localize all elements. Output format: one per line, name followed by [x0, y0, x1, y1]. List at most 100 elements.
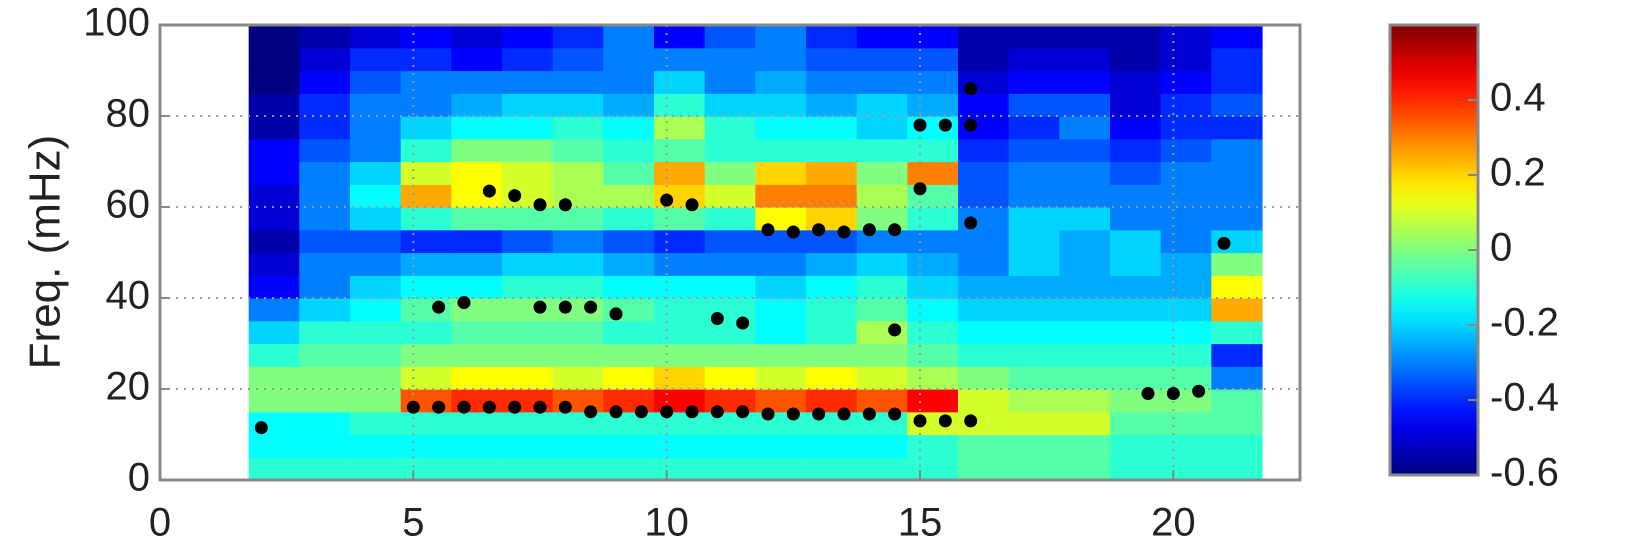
plot-frame	[158, 23, 1302, 482]
y-tick-label: 100	[83, 1, 150, 45]
heatmap-cell	[299, 207, 351, 231]
heatmap-cell	[1008, 47, 1060, 72]
heatmap-cell	[502, 207, 554, 231]
point	[660, 193, 674, 207]
heatmap-cell	[654, 434, 706, 458]
heatmap-cell	[451, 207, 503, 231]
point	[685, 405, 699, 419]
heatmap-cell	[1008, 184, 1060, 208]
point	[938, 414, 952, 428]
heatmap-cell	[755, 389, 807, 413]
point	[1217, 236, 1231, 250]
heatmap-cell	[806, 93, 858, 117]
heatmap-cell	[248, 229, 300, 254]
heatmap-cell	[1008, 298, 1060, 322]
heatmap-cell	[451, 25, 503, 49]
point	[837, 407, 851, 421]
heatmap-cell	[299, 229, 351, 254]
y-tick-label: 40	[106, 274, 151, 318]
heatmap-cell	[400, 47, 452, 72]
point	[938, 118, 952, 132]
heatmap-cell	[248, 343, 300, 367]
heatmap-cell	[603, 252, 655, 276]
heatmap-cell	[1059, 366, 1111, 390]
heatmap-cell	[299, 70, 351, 94]
heatmap-cell	[704, 207, 756, 231]
heatmap-cell	[704, 343, 756, 367]
heatmap-cell	[1110, 275, 1162, 299]
heatmap-cell	[299, 298, 351, 322]
heatmap-cell	[1110, 411, 1162, 436]
heatmap-cell	[704, 366, 756, 390]
heatmap-cell	[299, 434, 351, 458]
heatmap-cell	[350, 343, 402, 367]
heatmap-cell	[400, 229, 452, 254]
heatmap-cell	[502, 275, 554, 299]
heatmap-cell	[350, 411, 402, 436]
heatmap-cell	[502, 411, 554, 436]
heatmap-cell	[299, 457, 351, 481]
heatmap-cell	[451, 229, 503, 254]
heatmap-cell	[299, 411, 351, 436]
heatmap-cell	[502, 320, 554, 345]
heatmap-cell	[907, 161, 959, 185]
heatmap-cell	[856, 457, 908, 481]
x-tick-label: 10	[644, 501, 689, 545]
heatmap-cell	[1008, 366, 1060, 390]
point	[964, 414, 978, 428]
heatmap-cell	[603, 366, 655, 390]
heatmap-cell	[1160, 116, 1212, 140]
heatmap-cell	[755, 320, 807, 345]
heatmap-cell	[248, 320, 300, 345]
heatmap-cell	[856, 138, 908, 163]
heatmap-cell	[400, 411, 452, 436]
heatmap-cell	[1008, 161, 1060, 185]
heatmap-cell	[654, 320, 706, 345]
heatmap-cell	[552, 275, 604, 299]
heatmap-cell	[1110, 252, 1162, 276]
heatmap-cell	[1110, 434, 1162, 458]
heatmap-cell	[603, 93, 655, 117]
heatmap-cell	[856, 47, 908, 72]
heatmap-cell	[1160, 70, 1212, 94]
heatmap-cell	[603, 275, 655, 299]
heatmap-cell	[1008, 343, 1060, 367]
point	[964, 82, 978, 96]
y-tick-label: 0	[128, 456, 150, 500]
heatmap-cell	[1211, 434, 1263, 458]
heatmap-cell	[552, 252, 604, 276]
heatmap-cell	[350, 184, 402, 208]
heatmap-cell	[248, 298, 300, 322]
heatmap-cell	[502, 366, 554, 390]
heatmap-cell	[552, 457, 604, 481]
heatmap-cell	[299, 161, 351, 185]
heatmap-cell	[755, 252, 807, 276]
heatmap-cell	[755, 434, 807, 458]
heatmap-cell	[350, 389, 402, 413]
point	[254, 421, 268, 435]
heatmap-cell	[755, 138, 807, 163]
heatmap-cell	[856, 275, 908, 299]
heatmap-cell	[400, 434, 452, 458]
heatmap-cell	[603, 47, 655, 72]
heatmap-cell	[1211, 343, 1263, 367]
heatmap-cell	[552, 47, 604, 72]
heatmap-cell	[451, 93, 503, 117]
heatmap-cell	[603, 343, 655, 367]
heatmap-cell	[350, 47, 402, 72]
heatmap-cell	[907, 70, 959, 94]
point	[533, 400, 547, 414]
heatmap-cell	[350, 116, 402, 140]
heatmap-cell	[1211, 389, 1263, 413]
heatmap-cell	[704, 434, 756, 458]
heatmap-cell	[958, 275, 1010, 299]
heatmap-cell	[502, 434, 554, 458]
heatmap-cell	[654, 138, 706, 163]
heatmap-cell	[806, 138, 858, 163]
heatmap-cell	[299, 138, 351, 163]
point	[888, 407, 902, 421]
heatmap-cell	[806, 184, 858, 208]
heatmap-cell	[1160, 457, 1212, 481]
heatmap-cell	[299, 252, 351, 276]
heatmap-cell	[1160, 161, 1212, 185]
